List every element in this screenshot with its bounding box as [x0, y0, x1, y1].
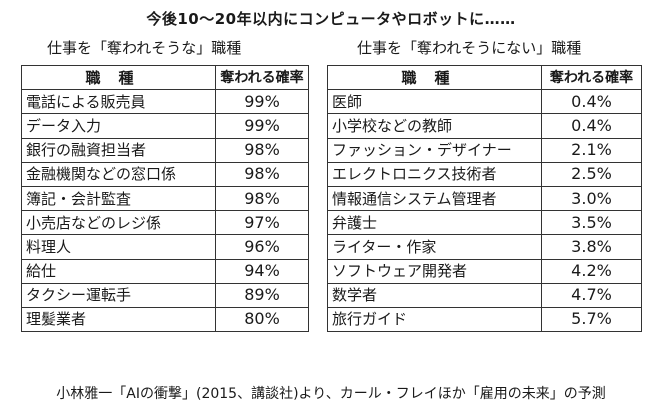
job-name-cell: 理髪業者 — [21, 306, 216, 333]
job-name-cell: 小学校などの教師 — [327, 113, 542, 139]
rate-cell: 97% — [215, 210, 309, 236]
job-name-cell: エレクトロニクス技術者 — [327, 161, 542, 187]
rate-cell: 4.2% — [541, 258, 642, 284]
rate-cell: 94% — [215, 258, 309, 284]
rate-cell: 5.7% — [541, 306, 642, 333]
job-name-cell: 数学者 — [327, 282, 542, 308]
job-name-cell: ライター・作家 — [327, 234, 542, 260]
table-row: ファッション・デザイナー 2.1% — [327, 137, 642, 163]
table-row: 電話による販売員 99% — [21, 89, 309, 115]
rate-cell: 0.4% — [541, 89, 642, 115]
table-row: 小売店などのレジ係 97% — [21, 210, 309, 236]
job-name-cell: 小売店などのレジ係 — [21, 210, 216, 236]
rate-cell: 89% — [215, 282, 309, 308]
table-row: 理髪業者 80% — [21, 306, 309, 333]
at-risk-jobs-table: 職種 奪われる確率 電話による販売員 99% データ入力 99% 銀行の融資担当… — [21, 64, 309, 333]
rate-cell: 4.7% — [541, 282, 642, 308]
table-row: 簿記・会計監査 98% — [21, 185, 309, 212]
table-row: ソフトウェア開発者 4.2% — [327, 258, 642, 284]
table-row: データ入力 99% — [21, 113, 309, 139]
job-name-cell: ソフトウェア開発者 — [327, 258, 542, 284]
rate-cell: 0.4% — [541, 113, 642, 139]
left-table-heading: 仕事を「奪われそうな」職種 — [47, 39, 242, 57]
job-name-cell: 弁護士 — [327, 210, 542, 236]
job-name-cell: 給仕 — [21, 258, 216, 284]
table-row: 数学者 4.7% — [327, 282, 642, 308]
table-row: ライター・作家 3.8% — [327, 234, 642, 260]
table-row: 料理人 96% — [21, 234, 309, 260]
table-row: エレクトロニクス技術者 2.5% — [327, 161, 642, 187]
table-row: 小学校などの教師 0.4% — [327, 113, 642, 139]
job-name-cell: 医師 — [327, 89, 542, 115]
page-title: 今後10〜20年以内にコンピュータやロボットに…… — [146, 10, 516, 28]
table-row: 旅行ガイド 5.7% — [327, 306, 642, 333]
job-name-cell: 銀行の融資担当者 — [21, 137, 216, 163]
column-header-job: 職種 — [21, 64, 216, 91]
rate-cell: 99% — [215, 89, 309, 115]
source-caption: 小林雅一「AIの衝撃」(2015、講談社)より、カール・フレイほか「雇用の未来」… — [56, 386, 606, 402]
table-row: 給仕 94% — [21, 258, 309, 284]
job-name-cell: 情報通信システム管理者 — [327, 185, 542, 212]
right-table-heading: 仕事を「奪われそうにない」職種 — [357, 39, 582, 57]
job-name-cell: タクシー運転手 — [21, 282, 216, 308]
column-header-rate: 奪われる確率 — [215, 64, 309, 91]
rate-cell: 99% — [215, 113, 309, 139]
table-row: 弁護士 3.5% — [327, 210, 642, 236]
table-row: 医師 0.4% — [327, 89, 642, 115]
safe-jobs-table: 職種 奪われる確率 医師 0.4% 小学校などの教師 0.4% ファッション・デ… — [327, 64, 642, 333]
table-row: 銀行の融資担当者 98% — [21, 137, 309, 163]
job-name-cell: 旅行ガイド — [327, 306, 542, 333]
job-name-cell: 電話による販売員 — [21, 89, 216, 115]
rate-cell: 96% — [215, 234, 309, 260]
table-header-row: 職種 奪われる確率 — [327, 64, 642, 91]
rate-cell: 2.5% — [541, 161, 642, 187]
table-row: タクシー運転手 89% — [21, 282, 309, 308]
column-header-rate: 奪われる確率 — [541, 64, 642, 91]
rate-cell: 98% — [215, 137, 309, 163]
rate-cell: 2.1% — [541, 137, 642, 163]
job-name-cell: 金融機関などの窓口係 — [21, 161, 216, 187]
table-row: 情報通信システム管理者 3.0% — [327, 185, 642, 212]
rate-cell: 3.5% — [541, 210, 642, 236]
rate-cell: 98% — [215, 185, 309, 212]
rate-cell: 98% — [215, 161, 309, 187]
table-row: 金融機関などの窓口係 98% — [21, 161, 309, 187]
table-header-row: 職種 奪われる確率 — [21, 64, 309, 91]
column-header-job: 職種 — [327, 64, 542, 91]
job-name-cell: 料理人 — [21, 234, 216, 260]
job-name-cell: データ入力 — [21, 113, 216, 139]
rate-cell: 3.8% — [541, 234, 642, 260]
job-name-cell: ファッション・デザイナー — [327, 137, 542, 163]
rate-cell: 3.0% — [541, 185, 642, 212]
rate-cell: 80% — [215, 306, 309, 333]
job-name-cell: 簿記・会計監査 — [21, 185, 216, 212]
